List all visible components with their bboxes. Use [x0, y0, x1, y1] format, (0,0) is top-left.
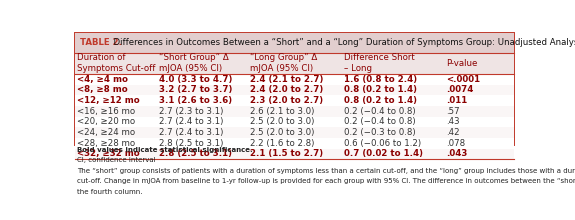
- Text: The “short” group consists of patients with a duration of symptoms less than a c: The “short” group consists of patients w…: [77, 168, 575, 174]
- Bar: [75, 95, 514, 106]
- Bar: [75, 117, 514, 127]
- Text: TABLE 2.: TABLE 2.: [80, 38, 122, 48]
- Text: Difference Short
– Long: Difference Short – Long: [344, 53, 415, 73]
- Text: .57: .57: [446, 107, 460, 116]
- Bar: [75, 33, 514, 145]
- Text: .078: .078: [446, 139, 465, 148]
- Text: .011: .011: [446, 96, 467, 105]
- Text: cut-off. Change in mJOA from baseline to 1-yr follow-up is provided for each gro: cut-off. Change in mJOA from baseline to…: [77, 178, 575, 184]
- Text: <28, ≥28 mo: <28, ≥28 mo: [77, 139, 135, 148]
- Text: 0.8 (0.2 to 1.4): 0.8 (0.2 to 1.4): [344, 96, 417, 105]
- Bar: [75, 33, 514, 53]
- Text: .043: .043: [446, 149, 467, 158]
- Bar: [75, 74, 514, 84]
- Text: 0.2 (−0.3 to 0.8): 0.2 (−0.3 to 0.8): [344, 128, 415, 137]
- Text: 2.7 (2.3 to 3.1): 2.7 (2.3 to 3.1): [159, 107, 223, 116]
- Text: 3.2 (2.7 to 3.7): 3.2 (2.7 to 3.7): [159, 85, 232, 94]
- Text: 0.2 (−0.4 to 0.8): 0.2 (−0.4 to 0.8): [344, 107, 415, 116]
- Text: Differences in Outcomes Between a “Short” and a “Long” Duration of Symptoms Grou: Differences in Outcomes Between a “Short…: [108, 38, 575, 48]
- Text: <8, ≥8 mo: <8, ≥8 mo: [77, 85, 128, 94]
- Text: 4.0 (3.3 to 4.7): 4.0 (3.3 to 4.7): [159, 75, 232, 84]
- Bar: [75, 84, 514, 95]
- Text: 2.5 (2.0 to 3.0): 2.5 (2.0 to 3.0): [250, 117, 315, 126]
- Text: 2.6 (2.1 to 3.0): 2.6 (2.1 to 3.0): [250, 107, 315, 116]
- Text: 1.6 (0.8 to 2.4): 1.6 (0.8 to 2.4): [344, 75, 417, 84]
- Text: 2.4 (2.1 to 2.7): 2.4 (2.1 to 2.7): [250, 75, 324, 84]
- Text: Duration of
Symptoms Cut-off: Duration of Symptoms Cut-off: [77, 53, 156, 73]
- Text: 2.8 (2.5 to 3.1): 2.8 (2.5 to 3.1): [159, 139, 223, 148]
- Text: 0.8 (0.2 to 1.4): 0.8 (0.2 to 1.4): [344, 85, 417, 94]
- Bar: [75, 106, 514, 117]
- Text: <4, ≥4 mo: <4, ≥4 mo: [77, 75, 128, 84]
- Text: <20, ≥20 mo: <20, ≥20 mo: [77, 117, 135, 126]
- Bar: [75, 138, 514, 148]
- Text: 2.3 (2.0 to 2.7): 2.3 (2.0 to 2.7): [250, 96, 323, 105]
- Text: 2.7 (2.4 to 3.1): 2.7 (2.4 to 3.1): [159, 117, 223, 126]
- Text: 3.1 (2.6 to 3.6): 3.1 (2.6 to 3.6): [159, 96, 232, 105]
- Text: .0074: .0074: [446, 85, 474, 94]
- Text: 2.5 (2.0 to 3.0): 2.5 (2.0 to 3.0): [250, 128, 315, 137]
- Text: P-value: P-value: [446, 59, 478, 68]
- Text: <24, ≥24 mo: <24, ≥24 mo: [77, 128, 135, 137]
- Text: <12, ≥12 mo: <12, ≥12 mo: [77, 96, 140, 105]
- Text: <.0001: <.0001: [446, 75, 480, 84]
- Text: 2.8 (2.5 to 3.1): 2.8 (2.5 to 3.1): [159, 149, 232, 158]
- Text: 2.4 (2.0 to 2.7): 2.4 (2.0 to 2.7): [250, 85, 323, 94]
- Bar: [75, 127, 514, 138]
- Text: <16, ≥16 mo: <16, ≥16 mo: [77, 107, 135, 116]
- Text: .43: .43: [446, 117, 460, 126]
- Text: 2.7 (2.4 to 3.1): 2.7 (2.4 to 3.1): [159, 128, 223, 137]
- Text: .42: .42: [446, 128, 460, 137]
- Text: Bold values indicate statistical significance.: Bold values indicate statistical signifi…: [77, 147, 253, 153]
- Bar: [75, 148, 514, 159]
- Text: 2.2 (1.6 to 2.8): 2.2 (1.6 to 2.8): [250, 139, 315, 148]
- Text: 0.2 (−0.4 to 0.8): 0.2 (−0.4 to 0.8): [344, 117, 415, 126]
- Text: “Short Group” Δ
mJOA (95% CI): “Short Group” Δ mJOA (95% CI): [159, 53, 228, 73]
- Text: 0.6 (−0.06 to 1.2): 0.6 (−0.06 to 1.2): [344, 139, 421, 148]
- Bar: [75, 53, 514, 74]
- Text: CI, confidence interval: CI, confidence interval: [77, 157, 156, 163]
- Text: “Long Group” Δ
mJOA (95% CI): “Long Group” Δ mJOA (95% CI): [250, 53, 317, 73]
- Text: the fourth column.: the fourth column.: [77, 189, 143, 195]
- Text: 2.1 (1.5 to 2.7): 2.1 (1.5 to 2.7): [250, 149, 323, 158]
- Text: 0.7 (0.02 to 1.4): 0.7 (0.02 to 1.4): [344, 149, 423, 158]
- Text: <32, ≥32 mo: <32, ≥32 mo: [77, 149, 140, 158]
